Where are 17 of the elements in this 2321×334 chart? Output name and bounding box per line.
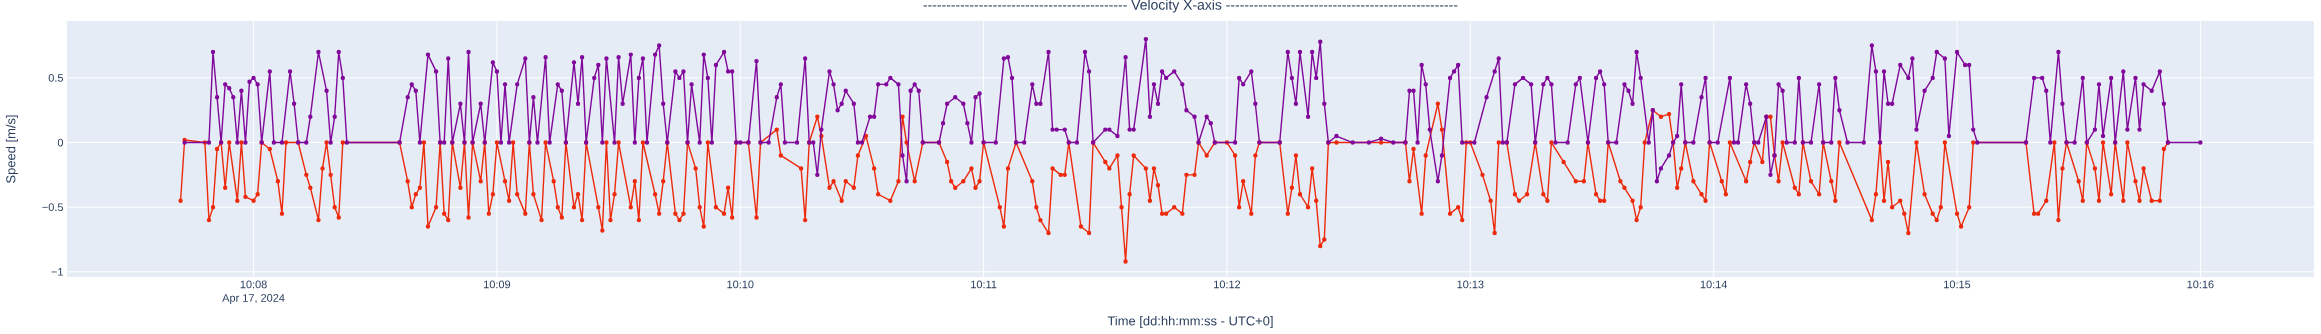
x-tick-label: 10:11 — [971, 280, 997, 289]
chart-title: -------------------------------------------- Velocity X-axis -------------------------------------------------- — [923, 0, 1458, 13]
x-tick-label: 10:09 — [484, 280, 511, 289]
y-tick-label: −1 — [51, 268, 63, 276]
text: Apr 17, 2024 — [222, 294, 285, 304]
x-tick-label: 10:10 — [727, 280, 754, 289]
x-tick-label: 10:12 — [1214, 280, 1241, 289]
y-tick-label: −0.5 — [42, 203, 64, 212]
y-tick-label: 0 — [57, 138, 64, 147]
x-tick-label: 10:14 — [1700, 280, 1728, 289]
x-tick-label: 10:08 — [240, 280, 267, 289]
x-tick-label: 10:15 — [1944, 280, 1971, 289]
y-tick-label: 0.5 — [48, 74, 64, 82]
y-axis-title: Speed [m/s] — [5, 115, 18, 183]
x-tick-label: 10:13 — [1457, 280, 1484, 289]
x-tick-label: 10:16 — [2187, 280, 2214, 289]
x-axis-title: Time [dd:hh:mm:ss - UTC+0] — [1107, 315, 1273, 329]
